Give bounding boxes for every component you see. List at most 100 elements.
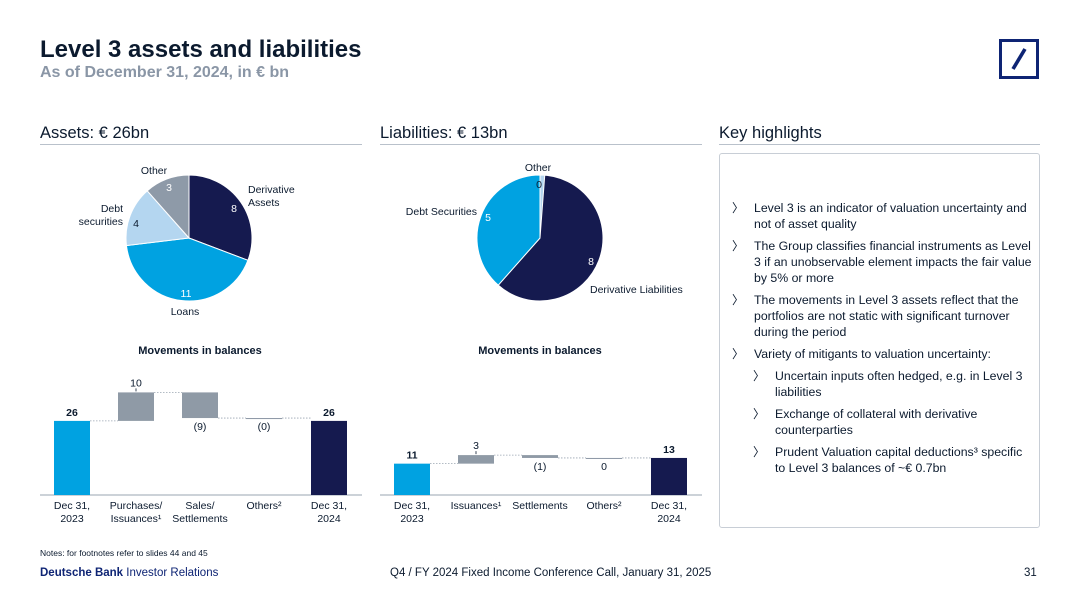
assets-wf-category-line: 2024	[317, 513, 341, 525]
assets-wf-category-label-3: Others²	[246, 500, 282, 512]
highlight-text: Level 3 is an indicator of valuation unc…	[754, 201, 1027, 231]
liabilities-wf-category-line: 2024	[657, 513, 681, 525]
deutsche-bank-logo	[999, 39, 1039, 79]
footer-brand-name: Deutsche Bank	[40, 567, 124, 579]
liabilities-wf-category-label-0: Dec 31, 2023	[394, 500, 430, 525]
liabilities-wf-bar-2	[522, 455, 558, 458]
assets-wf-bar-2	[182, 392, 218, 419]
assets-wf-category-line: 2023	[60, 513, 84, 525]
liabilities-movements-chart: Movements in balances 11 Dec 31, 2023 3 Issu…	[380, 345, 702, 525]
liabilities-pie-slice-2	[539, 174, 546, 239]
logo-slash-icon	[1011, 48, 1027, 70]
assets-pie-label-loans: Loans	[171, 306, 200, 318]
liabilities-heading: Liabilities: € 13bn	[380, 124, 508, 142]
assets-wf-bar-4	[311, 420, 347, 495]
liabilities-wf-value-label-3: 0	[601, 461, 607, 473]
highlight-text: Exchange of collateral with derivative c…	[775, 407, 978, 437]
assets-wf-value-label-4: 26	[323, 407, 335, 419]
assets-wf-category-line: Others²	[246, 500, 282, 512]
assets-wf-value-label-2: (9)	[194, 421, 207, 433]
chevron-right-icon: 〉	[753, 369, 766, 383]
liabilities-wf-category-line: Dec 31,	[651, 500, 687, 512]
assets-wf-category-line: Sales/	[185, 500, 214, 512]
assets-wf-category-line: Purchases/	[110, 500, 163, 512]
highlight-item: 〉 Variety of mitigants to valuation uncer…	[728, 346, 1033, 362]
liabilities-pie-value-derivative: 8	[588, 256, 594, 268]
assets-pie-label-debt: Debt securities	[79, 203, 123, 228]
assets-pie-value-debt: 4	[133, 218, 139, 230]
assets-wf-bar-0	[54, 420, 90, 495]
liabilities-pie-value-debt: 5	[485, 212, 491, 224]
highlights-heading-rule	[719, 144, 1040, 145]
assets-wf-category-label-2: Sales/Settlements	[172, 500, 227, 525]
highlight-text: Prudent Valuation capital deductions³ sp…	[775, 445, 1023, 475]
liabilities-pie-slice-1	[476, 174, 541, 286]
highlight-sub-item: 〉 Prudent Valuation capital deductions³ s…	[749, 444, 1033, 476]
liabilities-wf-bar-4	[651, 457, 687, 495]
assets-pie-value-other: 3	[166, 182, 172, 194]
liabilities-wf-category-label-2: Settlements	[512, 500, 567, 512]
assets-wf-bar-3	[246, 418, 282, 420]
chevron-right-icon: 〉	[732, 239, 745, 253]
highlight-text: The Group classifies financial instrumen…	[754, 239, 1032, 285]
liabilities-wf-value-label-4: 13	[663, 444, 675, 456]
page-number: 31	[1024, 567, 1037, 579]
assets-wf-value-label-3: (0)	[258, 421, 271, 433]
key-highlights-panel: 〉 Level 3 is an indicator of valuation un…	[719, 153, 1040, 528]
liabilities-wf-category-label-3: Others²	[586, 500, 622, 512]
assets-wf-category-label-1: Purchases/Issuances¹	[110, 500, 163, 525]
page-title: Level 3 assets and liabilities	[40, 36, 362, 63]
highlight-sub-item: 〉 Uncertain inputs often hedged, e.g. in …	[749, 368, 1033, 400]
assets-wf-category-line: Dec 31,	[311, 500, 347, 512]
assets-wf-category-line: Dec 31,	[54, 500, 90, 512]
assets-wf-value-label-1: 10	[130, 377, 142, 389]
liabilities-pie-label-debt: Debt Securities	[406, 206, 477, 218]
liabilities-wf-bar-1	[458, 455, 494, 464]
assets-wf-category-line: Settlements	[172, 513, 227, 525]
highlight-text: The movements in Level 3 assets reflect …	[754, 293, 1019, 339]
highlights-heading: Key highlights	[719, 124, 822, 142]
liabilities-pie-label-other: Other	[525, 162, 552, 174]
chevron-right-icon: 〉	[732, 201, 745, 215]
liabilities-movements-title: Movements in balances	[478, 345, 602, 357]
footer-brand: Deutsche Bank Investor Relations	[40, 567, 218, 579]
footer-event: Q4 / FY 2024 Fixed Income Conference Cal…	[390, 567, 712, 579]
assets-movements-title: Movements in balances	[138, 345, 262, 357]
highlight-text: Uncertain inputs often hedged, e.g. in L…	[775, 369, 1023, 399]
liabilities-pie-chart: 8 5 0 Derivative Liabilities Debt Securi…	[406, 162, 683, 302]
assets-wf-category-label-4: Dec 31, 2024	[311, 500, 347, 525]
liabilities-wf-value-label-1: 3	[473, 440, 479, 452]
chevron-right-icon: 〉	[753, 445, 766, 459]
liabilities-pie-value-other: 0	[536, 179, 542, 191]
assets-pie-slice-2	[125, 190, 191, 247]
liabilities-wf-value-label-0: 11	[406, 450, 417, 462]
assets-pie-label-derivative: Derivative Assets	[248, 184, 295, 209]
highlight-text: Variety of mitigants to valuation uncert…	[754, 347, 991, 361]
assets-pie-slice-3	[146, 174, 190, 240]
liabilities-wf-bar-3	[586, 457, 622, 459]
assets-wf-value-label-0: 26	[66, 407, 78, 419]
assets-heading: Assets: € 26bn	[40, 124, 150, 142]
liabilities-wf-category-line: Issuances¹	[451, 500, 502, 512]
assets-wf-category-label-0: Dec 31, 2023	[54, 500, 90, 525]
chevron-right-icon: 〉	[753, 407, 766, 421]
assets-wf-category-line: Issuances¹	[111, 513, 162, 525]
highlight-sub-item: 〉 Exchange of collateral with derivative …	[749, 406, 1033, 438]
liabilities-wf-category-label-4: Dec 31, 2024	[651, 500, 687, 525]
key-highlights-list: 〉 Level 3 is an indicator of valuation un…	[728, 200, 1033, 482]
assets-wf-bar-1	[118, 392, 154, 421]
highlight-item: 〉 The movements in Level 3 assets reflect…	[728, 292, 1033, 340]
assets-pie-value-derivative: 8	[231, 203, 237, 215]
page-subtitle: As of December 31, 2024, in € bn	[40, 64, 289, 81]
chevron-right-icon: 〉	[732, 293, 745, 307]
liabilities-pie-slice-0	[497, 174, 604, 302]
liabilities-wf-category-line: Dec 31,	[394, 500, 430, 512]
liabilities-wf-value-label-2: (1)	[534, 461, 547, 473]
chevron-right-icon: 〉	[732, 347, 745, 361]
liabilities-heading-rule	[380, 144, 702, 145]
assets-pie-value-loans: 11	[181, 288, 192, 300]
assets-pie-slice-0	[188, 174, 253, 261]
assets-pie-slice-1	[125, 237, 249, 302]
liabilities-pie-label-derivative: Derivative Liabilities	[590, 284, 683, 296]
